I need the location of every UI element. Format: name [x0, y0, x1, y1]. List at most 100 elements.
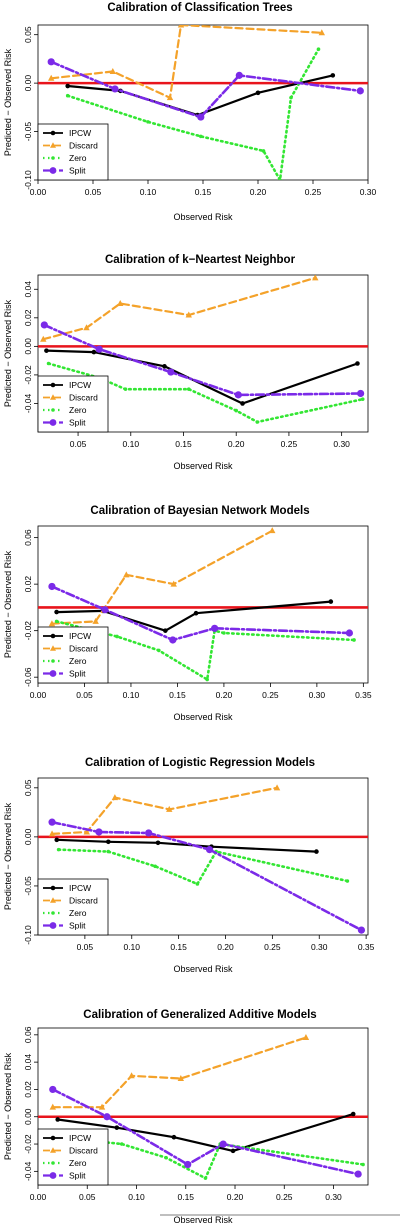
- y-tick-label: -0.06: [23, 667, 33, 687]
- data-point-zero: [195, 882, 200, 886]
- legend-marker: [51, 156, 55, 160]
- x-tick-label: 0.10: [123, 690, 140, 700]
- legend-label-ipcw: IPCW: [69, 380, 91, 390]
- data-point-zero: [123, 387, 128, 391]
- legend: IPCW Discard Zero Split: [37, 626, 109, 684]
- series-line-ipcw: [55, 838, 318, 853]
- y-tick-label: 0.00: [23, 828, 33, 845]
- legend-label-zero: Zero: [69, 1158, 87, 1168]
- data-point-split: [211, 624, 219, 632]
- x-tick-label: 0.25: [276, 1192, 293, 1202]
- x-tick-label: 0.25: [305, 187, 322, 197]
- y-tick-label: 0.05: [23, 26, 33, 43]
- data-point-split: [184, 1160, 192, 1169]
- data-point-discard: [83, 324, 90, 331]
- series-line-zero: [56, 1135, 365, 1180]
- legend: IPCW Discard Zero Split: [37, 375, 109, 433]
- data-point-ipcw: [255, 90, 261, 96]
- data-point-ipcw: [355, 361, 360, 366]
- data-point-zero: [222, 631, 226, 635]
- data-point-split: [345, 629, 354, 637]
- data-point-ipcw: [91, 349, 97, 355]
- y-tick-label: 0.05: [23, 779, 33, 796]
- chart-panel-5: Calibration of Generalized Additive Mode…: [3, 1009, 369, 1225]
- data-point-zero: [146, 120, 150, 124]
- x-tick-label: 0.00: [30, 1192, 47, 1202]
- data-point-zero: [115, 634, 119, 639]
- legend-marker: [50, 885, 56, 891]
- series-line-discard: [50, 786, 279, 836]
- plot-area: [38, 25, 368, 180]
- data-point-ipcw: [44, 348, 49, 353]
- legend-marker: [51, 1161, 55, 1165]
- y-tick-label: 0.02: [23, 309, 33, 326]
- legend-label-zero: Zero: [69, 153, 87, 163]
- data-point-zero: [153, 864, 157, 869]
- legend-label-split: Split: [69, 1171, 86, 1181]
- y-tick-label: 0.04: [23, 281, 33, 298]
- data-point-discard: [177, 25, 185, 28]
- chart-title: Calibration of Classification Trees: [107, 2, 292, 14]
- data-point-discard: [177, 1075, 185, 1082]
- legend-marker: [50, 142, 56, 148]
- y-tick-label: -0.02: [23, 365, 33, 385]
- data-point-ipcw: [193, 610, 199, 616]
- data-point-zero: [46, 361, 51, 366]
- data-point-ipcw: [163, 628, 168, 633]
- data-point-zero: [157, 648, 161, 653]
- x-tick-label: 0.15: [195, 187, 212, 197]
- data-point-discard: [302, 1034, 310, 1041]
- data-point-discard: [92, 617, 99, 624]
- series-line-discard: [51, 1036, 307, 1109]
- x-tick-label: 0.25: [262, 690, 279, 700]
- y-axis-label: Predicted − Observed Risk: [3, 550, 13, 658]
- legend-marker: [50, 633, 56, 639]
- data-point-discard: [48, 74, 55, 81]
- series-line-discard: [42, 276, 317, 341]
- data-point-split: [40, 321, 48, 329]
- chart-panel-1: Calibration of Classification Trees 0.00 0…: [3, 2, 377, 222]
- data-point-ipcw: [65, 83, 70, 89]
- y-tick-label: 0.02: [23, 1081, 33, 1098]
- y-axis-label: Predicted − Observed Risk: [3, 802, 13, 910]
- legend-label-ipcw: IPCW: [69, 128, 91, 138]
- x-tick-label: 0.30: [311, 942, 328, 952]
- legend: IPCW Discard Zero Split: [37, 1128, 109, 1186]
- y-tick-label: -0.04: [23, 1161, 33, 1181]
- data-point-discard: [166, 94, 174, 101]
- series-line-zero: [57, 848, 349, 886]
- x-tick-label: 0.05: [76, 690, 93, 700]
- data-point-zero: [261, 149, 266, 153]
- data-point-discard: [269, 527, 276, 534]
- legend-marker: [49, 670, 57, 677]
- data-point-split: [235, 71, 243, 79]
- x-axis-label: Observed Risk: [173, 712, 233, 722]
- data-point-discard: [123, 571, 130, 578]
- x-axis-label: Observed Risk: [173, 212, 233, 222]
- data-point-zero: [255, 420, 260, 424]
- y-tick-label: -0.10: [23, 925, 33, 945]
- data-point-split: [167, 368, 175, 376]
- x-tick-label: 0.30: [360, 187, 377, 197]
- data-point-ipcw: [155, 840, 161, 846]
- legend-label-split: Split: [69, 669, 86, 679]
- legend-marker: [49, 922, 57, 929]
- data-point-discard: [312, 275, 319, 281]
- data-point-zero: [119, 1142, 124, 1146]
- legend-marker: [51, 408, 55, 412]
- x-axis-label: Observed Risk: [173, 1215, 233, 1225]
- data-point-split: [219, 1140, 227, 1148]
- legend-label-ipcw: IPCW: [69, 883, 91, 893]
- data-point-zero: [278, 178, 282, 180]
- y-tick-label: 0.00: [23, 338, 33, 355]
- data-point-zero: [199, 134, 203, 139]
- chart-title: Calibration of Logistic Regression Model…: [85, 757, 315, 769]
- legend-marker: [50, 1147, 56, 1153]
- legend-label-discard: Discard: [69, 644, 98, 654]
- x-tick-label: 0.35: [355, 690, 372, 700]
- x-tick-label: 0.25: [281, 439, 298, 449]
- y-tick-label: 0.00: [23, 1108, 33, 1125]
- data-point-ipcw: [171, 1134, 177, 1140]
